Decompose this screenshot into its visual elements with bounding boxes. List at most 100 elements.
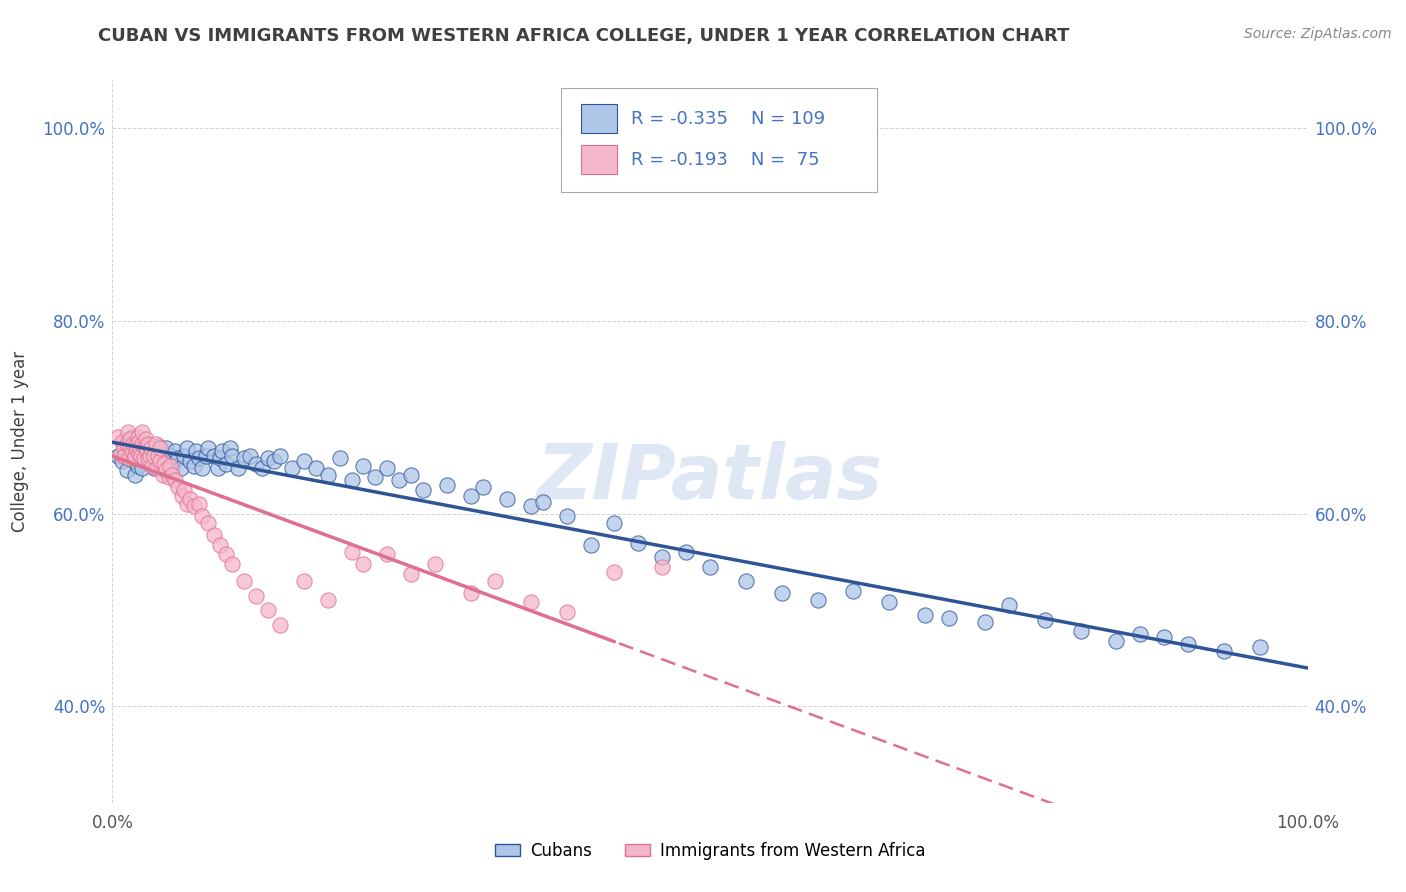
Point xyxy=(173,483,195,497)
Point xyxy=(842,583,865,598)
Point xyxy=(136,444,159,458)
Point xyxy=(245,589,267,603)
Point xyxy=(107,430,129,444)
Point xyxy=(329,450,352,465)
Point xyxy=(770,586,793,600)
Point xyxy=(141,450,163,465)
Point xyxy=(149,442,172,456)
Point xyxy=(143,449,166,463)
Point xyxy=(134,439,156,453)
Point xyxy=(124,468,146,483)
Point xyxy=(179,492,201,507)
Point xyxy=(145,449,167,463)
Point xyxy=(675,545,697,559)
Point xyxy=(186,444,208,458)
Point xyxy=(129,449,152,463)
Point xyxy=(120,439,142,453)
Point xyxy=(555,605,578,619)
Point xyxy=(141,458,163,473)
Point xyxy=(120,439,142,453)
Point xyxy=(1033,613,1056,627)
Point xyxy=(1129,627,1152,641)
Point xyxy=(245,457,267,471)
Point xyxy=(131,449,153,463)
Point xyxy=(117,425,139,439)
Point xyxy=(218,442,240,456)
Point xyxy=(111,434,134,449)
Point xyxy=(152,468,174,483)
Point xyxy=(1070,624,1092,639)
Point xyxy=(125,442,148,456)
Point xyxy=(257,603,280,617)
Point xyxy=(149,444,172,458)
Point xyxy=(138,454,160,468)
Point xyxy=(377,460,399,475)
Point xyxy=(176,497,198,511)
Point xyxy=(162,458,183,473)
Point xyxy=(179,454,201,468)
Point xyxy=(187,450,209,465)
Point xyxy=(735,574,758,589)
Point xyxy=(388,473,411,487)
Point xyxy=(114,449,135,463)
Point xyxy=(352,557,374,571)
Point xyxy=(316,593,339,607)
Point xyxy=(215,547,238,561)
Point xyxy=(1249,640,1271,654)
Point xyxy=(153,457,176,471)
Point xyxy=(377,547,399,561)
Point xyxy=(269,617,291,632)
Point xyxy=(352,458,374,473)
Point xyxy=(263,454,285,468)
Point xyxy=(176,442,198,456)
Point xyxy=(139,449,162,463)
Point xyxy=(121,437,143,451)
Point xyxy=(938,611,960,625)
Point xyxy=(257,450,280,465)
Point xyxy=(412,483,434,497)
Point xyxy=(120,432,142,446)
Point xyxy=(183,458,205,473)
Point xyxy=(138,446,160,460)
Point xyxy=(209,450,232,465)
Point xyxy=(627,535,650,549)
Point xyxy=(131,425,153,439)
Point xyxy=(281,460,304,475)
Point xyxy=(143,460,166,475)
Point xyxy=(129,437,152,451)
Point xyxy=(603,516,626,531)
Point xyxy=(1153,630,1175,644)
Point xyxy=(603,565,626,579)
Point xyxy=(159,458,181,473)
Point xyxy=(170,490,193,504)
Point xyxy=(138,437,160,451)
Point xyxy=(460,586,482,600)
Point xyxy=(209,538,232,552)
Point xyxy=(316,468,339,483)
Point xyxy=(460,490,482,504)
Point xyxy=(146,449,169,463)
Point xyxy=(162,468,183,483)
FancyBboxPatch shape xyxy=(581,104,617,133)
Point xyxy=(150,460,173,475)
Point xyxy=(651,559,673,574)
FancyBboxPatch shape xyxy=(581,145,617,174)
Point xyxy=(401,468,423,483)
Point xyxy=(149,450,172,465)
Point xyxy=(197,442,219,456)
Point xyxy=(131,460,153,475)
Point xyxy=(226,460,249,475)
Point xyxy=(107,449,129,463)
Point xyxy=(194,449,217,463)
Point xyxy=(215,457,238,471)
Point xyxy=(425,557,447,571)
Point xyxy=(233,574,256,589)
Point xyxy=(114,437,135,451)
Point xyxy=(138,449,160,463)
Point xyxy=(233,450,256,465)
Point xyxy=(1105,634,1128,648)
Point xyxy=(974,615,997,629)
Point xyxy=(117,450,139,465)
Point xyxy=(127,430,149,444)
Point xyxy=(211,444,233,458)
